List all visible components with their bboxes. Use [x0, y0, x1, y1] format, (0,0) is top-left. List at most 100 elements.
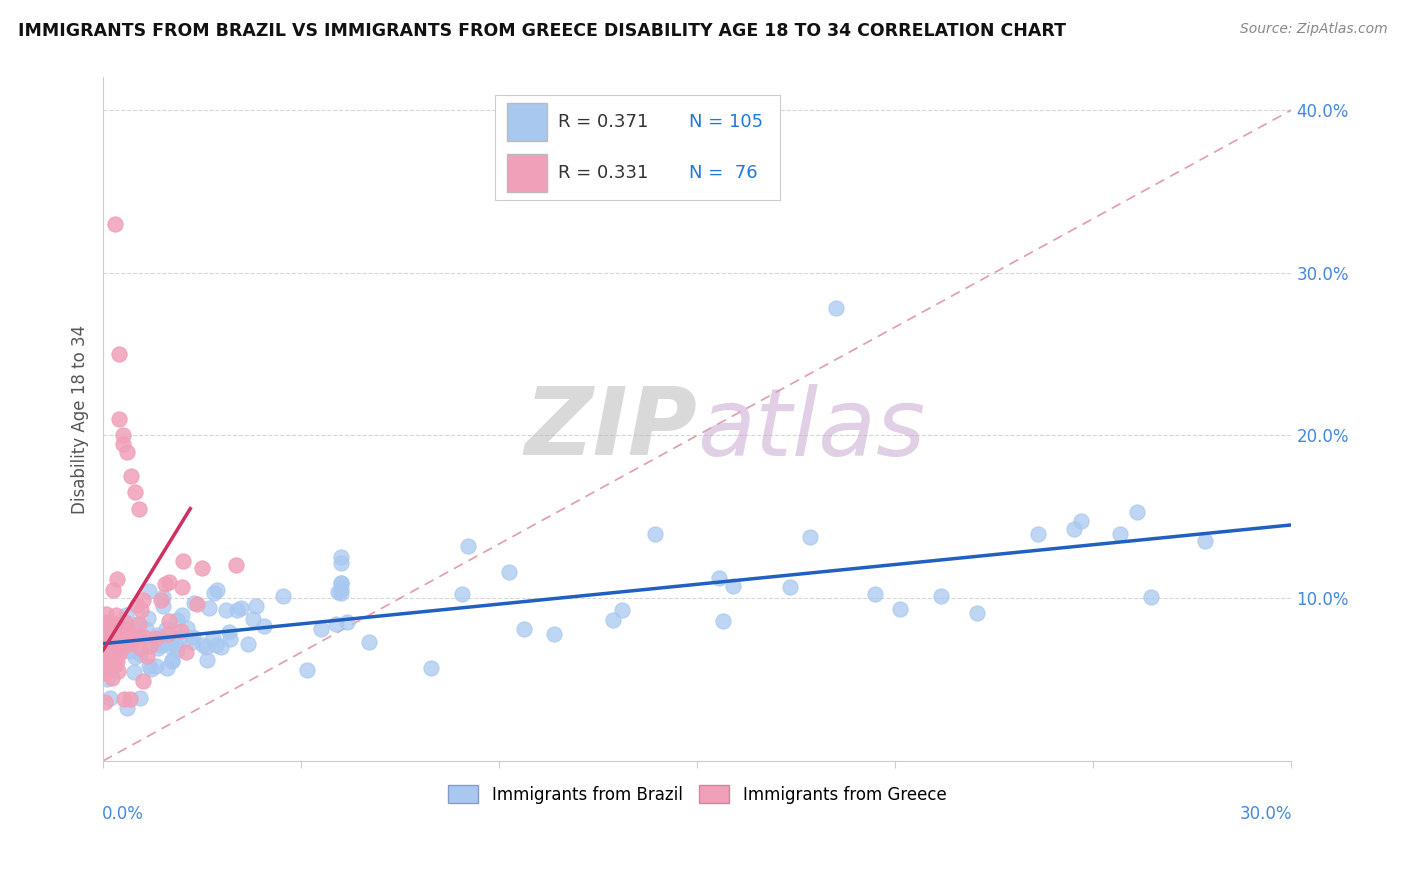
Point [153, 636, 176, 650]
Point [707, 571, 730, 585]
Point [329, 550, 352, 565]
Point [118, 692, 141, 706]
Point [202, 586, 225, 600]
Point [125, 598, 148, 612]
Point [451, 587, 474, 601]
Point [779, 581, 801, 595]
Text: 0.0%: 0.0% [103, 805, 143, 823]
Point [129, 690, 152, 705]
Point [195, 640, 218, 654]
Point [94, 615, 117, 629]
Point [201, 631, 224, 645]
Point [195, 653, 218, 667]
Point [94, 629, 117, 643]
Point [108, 412, 131, 426]
Text: IMMIGRANTS FROM BRAZIL VS IMMIGRANTS FROM GREECE DISABILITY AGE 18 TO 34 CORRELA: IMMIGRANTS FROM BRAZIL VS IMMIGRANTS FRO… [18, 22, 1066, 40]
Point [94, 660, 117, 674]
Point [121, 632, 143, 647]
Point [325, 617, 347, 632]
Point [138, 583, 160, 598]
Point [129, 603, 152, 617]
Point [457, 539, 479, 553]
Point [128, 501, 150, 516]
Point [101, 654, 124, 668]
Point [94, 625, 117, 640]
Point [160, 654, 183, 668]
Point [128, 630, 150, 644]
Point [94, 617, 117, 632]
Point [97, 646, 120, 660]
Point [97, 617, 120, 632]
Point [326, 585, 349, 599]
Point [135, 622, 157, 636]
Point [122, 665, 145, 680]
Point [863, 586, 886, 600]
Point [218, 625, 240, 640]
Point [125, 616, 148, 631]
Point [1140, 590, 1163, 604]
Point [931, 589, 953, 603]
Point [120, 469, 142, 483]
Point [336, 615, 359, 629]
Point [825, 301, 848, 316]
Point [131, 592, 153, 607]
Point [111, 428, 134, 442]
Point [157, 627, 180, 641]
Point [136, 611, 159, 625]
Point [1125, 505, 1147, 519]
Point [245, 599, 267, 614]
Point [183, 596, 205, 610]
Point [111, 623, 134, 637]
Point [115, 444, 138, 458]
Point [1063, 522, 1085, 536]
Point [329, 586, 352, 600]
Point [118, 644, 141, 658]
Point [329, 582, 352, 597]
Point [152, 599, 174, 614]
Point [359, 635, 381, 649]
Point [176, 621, 198, 635]
Point [165, 638, 187, 652]
Point [124, 631, 146, 645]
Point [104, 217, 127, 231]
Point [191, 561, 214, 575]
Point [169, 624, 191, 639]
Point [94, 622, 117, 636]
Point [94, 665, 117, 680]
Point [118, 635, 141, 649]
Point [111, 436, 134, 450]
Point [101, 644, 124, 658]
Point [100, 640, 122, 654]
Point [166, 643, 188, 657]
Point [329, 575, 352, 590]
Point [108, 347, 131, 361]
Point [329, 556, 352, 570]
Point [160, 653, 183, 667]
Point [94, 695, 117, 709]
Point [94, 607, 117, 621]
Text: Source: ZipAtlas.com: Source: ZipAtlas.com [1240, 22, 1388, 37]
Point [101, 619, 124, 633]
Point [98, 627, 121, 641]
Point [204, 638, 226, 652]
Point [132, 630, 155, 644]
Point [543, 627, 565, 641]
Point [101, 654, 124, 668]
Point [242, 611, 264, 625]
Point [128, 640, 150, 655]
Point [114, 623, 136, 637]
Point [96, 673, 118, 687]
Point [96, 632, 118, 647]
Point [111, 624, 134, 639]
Text: 30.0%: 30.0% [1240, 805, 1292, 823]
Point [96, 634, 118, 648]
Point [156, 660, 179, 674]
Point [105, 654, 128, 668]
Point [139, 663, 162, 677]
Point [104, 608, 127, 623]
Point [112, 691, 135, 706]
Point [146, 628, 169, 642]
Point [131, 673, 153, 688]
Point [166, 613, 188, 627]
Point [100, 623, 122, 637]
